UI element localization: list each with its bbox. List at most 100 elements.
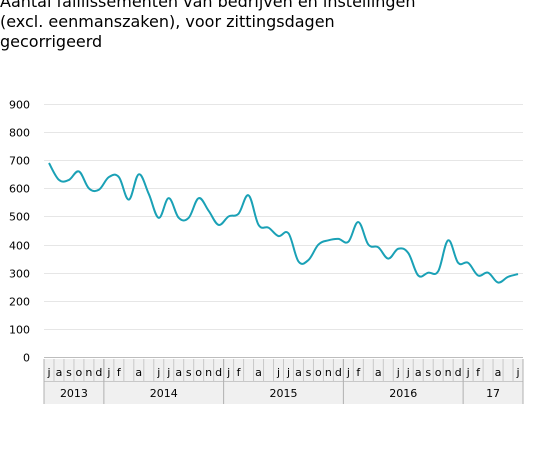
x-tick-label-month: f: [117, 366, 122, 379]
data-point: [347, 241, 349, 243]
data-point: [457, 262, 459, 264]
data-point: [118, 176, 120, 178]
series-layer: [48, 162, 519, 284]
data-point: [517, 273, 519, 275]
data-point: [108, 176, 110, 178]
data-point: [128, 199, 130, 201]
x-tick-label-month: f: [476, 366, 481, 379]
chart-title-line-2: (excl. eenmanszaken), voor zittingsdagen: [0, 12, 335, 31]
x-tick-label-year: 2013: [60, 387, 88, 400]
y-tick-label: 200: [9, 296, 30, 309]
y-axis-ticks: 0 100 200 300 400 500 600 700 800 900: [9, 99, 30, 365]
x-tick-label-month: o: [435, 366, 442, 379]
x-tick-label-month: j: [346, 366, 350, 379]
data-point: [507, 276, 509, 278]
data-point: [88, 187, 90, 189]
data-point: [367, 244, 369, 246]
x-tick-label-year: 2014: [150, 387, 178, 400]
x-tick-label-month: o: [315, 366, 322, 379]
year-row-background: [44, 381, 523, 404]
data-point: [327, 239, 329, 241]
x-tick-label-month: s: [306, 366, 312, 379]
x-tick-label-month: j: [276, 366, 280, 379]
data-point: [188, 217, 190, 219]
x-tick-label-month: a: [495, 366, 502, 379]
data-point: [58, 179, 60, 181]
data-point: [407, 252, 409, 254]
y-tick-label: 600: [9, 183, 30, 196]
data-point: [447, 239, 449, 241]
data-point: [68, 179, 70, 181]
x-tick-label-month: a: [175, 366, 182, 379]
data-point: [208, 210, 210, 212]
data-point: [417, 274, 419, 276]
y-tick-label: 100: [9, 324, 30, 337]
data-point: [337, 238, 339, 240]
x-tick-label-month: d: [455, 366, 462, 379]
x-tick-label-month: j: [515, 366, 519, 379]
data-point: [427, 272, 429, 274]
data-point: [487, 272, 489, 274]
x-tick-label-month: d: [335, 366, 342, 379]
data-point: [258, 224, 260, 226]
x-tick-label-month: f: [356, 366, 361, 379]
x-tick-label-month: s: [186, 366, 192, 379]
data-point: [357, 221, 359, 223]
data-point: [307, 259, 309, 261]
gridlines: [44, 104, 523, 358]
data-point: [297, 260, 299, 262]
x-tick-label-month: j: [106, 366, 110, 379]
x-tick-label-month: a: [295, 366, 302, 379]
data-point: [98, 189, 100, 191]
y-tick-label: 400: [9, 240, 30, 253]
x-tick-label-month: n: [205, 366, 212, 379]
x-tick-label-month: a: [56, 366, 63, 379]
data-point: [387, 258, 389, 260]
data-point: [48, 162, 50, 164]
x-tick-label-month: j: [46, 366, 50, 379]
x-tick-label-month: j: [286, 366, 290, 379]
y-tick-label: 300: [9, 268, 30, 281]
y-tick-label: 0: [23, 352, 30, 365]
data-point: [238, 213, 240, 215]
series-line: [48, 162, 519, 284]
x-tick-label-year: 17: [486, 387, 500, 400]
x-tick-label-month: j: [466, 366, 470, 379]
data-point: [477, 274, 479, 276]
data-point: [287, 232, 289, 234]
x-tick-label-month: a: [415, 366, 422, 379]
data-point: [198, 197, 200, 199]
x-tick-label-month: a: [255, 366, 262, 379]
y-tick-label: 900: [9, 99, 30, 112]
data-point: [228, 215, 230, 217]
x-tick-label-month: j: [156, 366, 160, 379]
x-tick-label-month: a: [135, 366, 142, 379]
x-tick-label-month: j: [226, 366, 230, 379]
data-point: [278, 235, 280, 237]
data-point: [158, 217, 160, 219]
data-point: [268, 227, 270, 229]
data-point: [467, 262, 469, 264]
x-tick-label-month: d: [215, 366, 222, 379]
x-tick-label-month: d: [95, 366, 102, 379]
x-tick-label-month: s: [66, 366, 72, 379]
chart-title-line-1: Aantal faillissementen van bedrijven en …: [0, 0, 416, 11]
x-tick-label-month: o: [195, 366, 202, 379]
data-point: [397, 248, 399, 250]
x-tick-label-year: 2016: [389, 387, 417, 400]
data-point: [248, 194, 250, 196]
data-point: [78, 170, 80, 172]
x-tick-label-month: n: [445, 366, 452, 379]
data-point: [317, 244, 319, 246]
x-tick-label-month: j: [166, 366, 170, 379]
x-tick-label-month: a: [375, 366, 382, 379]
y-tick-label: 500: [9, 211, 30, 224]
chart-title-line-3: gecorrigeerd: [0, 32, 103, 51]
data-point: [437, 270, 439, 272]
data-point: [377, 246, 379, 248]
y-tick-label: 800: [9, 127, 30, 140]
data-point: [168, 197, 170, 199]
data-point: [148, 193, 150, 195]
